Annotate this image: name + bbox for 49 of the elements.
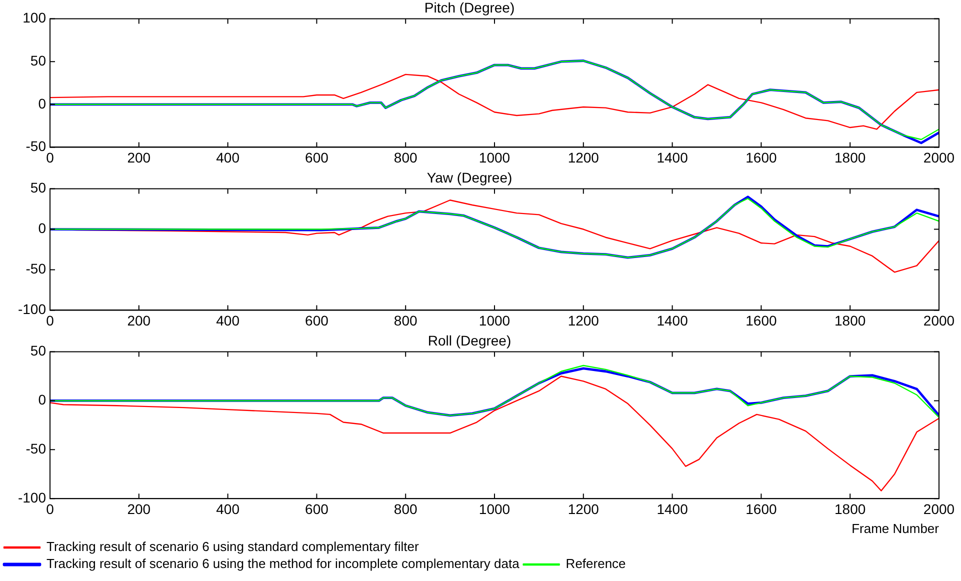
y-tick-label: 0 [38,220,46,236]
x-tick-label: 1400 [656,149,688,166]
x-tick-label: 200 [127,312,151,328]
x-tick-label: 600 [305,312,329,328]
x-tick-label: 400 [216,500,240,517]
x-tick-label: 400 [216,312,240,328]
x-tick-label: 2000 [923,500,955,517]
y-tick-label: 50 [30,52,46,68]
y-tick-label: 50 [30,180,46,196]
chart-title: Roll (Degree) [428,332,512,348]
y-tick-label: -50 [26,440,46,457]
x-tick-label: 1800 [834,149,866,166]
x-tick-label: 1400 [656,500,688,517]
x-tick-label: 1200 [568,500,600,517]
x-tick-label: 1200 [568,312,600,328]
x-tick-label: 200 [127,149,151,166]
x-tick-label: 2000 [923,312,955,328]
x-tick-label: 1400 [656,312,688,328]
x-tick-label: 1800 [834,500,866,517]
legend-label: Tracking result of scenario 6 using standard complementary filter [46,539,420,554]
x-axis-title: Frame Number [852,520,940,536]
y-tick-label: 0 [38,95,46,112]
x-tick-label: 400 [216,149,240,166]
x-tick-label: 1000 [478,500,510,517]
chart-title: Yaw (Degree) [426,169,512,186]
y-tick-label: 100 [22,10,46,26]
x-tick-label: 1800 [834,312,866,328]
x-tick-label: 1600 [746,312,777,328]
x-tick-label: 1000 [478,149,510,166]
chart-title: Pitch (Degree) [424,0,515,16]
x-tick-label: 200 [127,500,151,517]
y-tick-label: -50 [26,138,46,154]
y-tick-label: -50 [26,260,46,277]
x-tick-label: 800 [394,149,418,166]
x-tick-label: 2000 [923,149,955,166]
x-tick-label: 1200 [568,149,600,166]
x-tick-label: 1000 [478,312,510,328]
legend-label: Tracking result of scenario 6 using the method for incomplete complementary data [46,556,520,572]
y-tick-label: -100 [18,301,46,318]
x-tick-label: 1600 [746,149,777,166]
y-tick-label: -100 [18,489,46,506]
x-tick-label: 800 [394,312,418,328]
y-tick-label: 50 [30,342,46,359]
x-tick-label: 600 [305,149,329,166]
legend-label: Reference [566,556,626,572]
x-tick-label: 600 [305,500,329,517]
x-tick-label: 1600 [746,500,777,517]
y-tick-label: 0 [38,392,46,408]
x-tick-label: 800 [394,500,418,517]
